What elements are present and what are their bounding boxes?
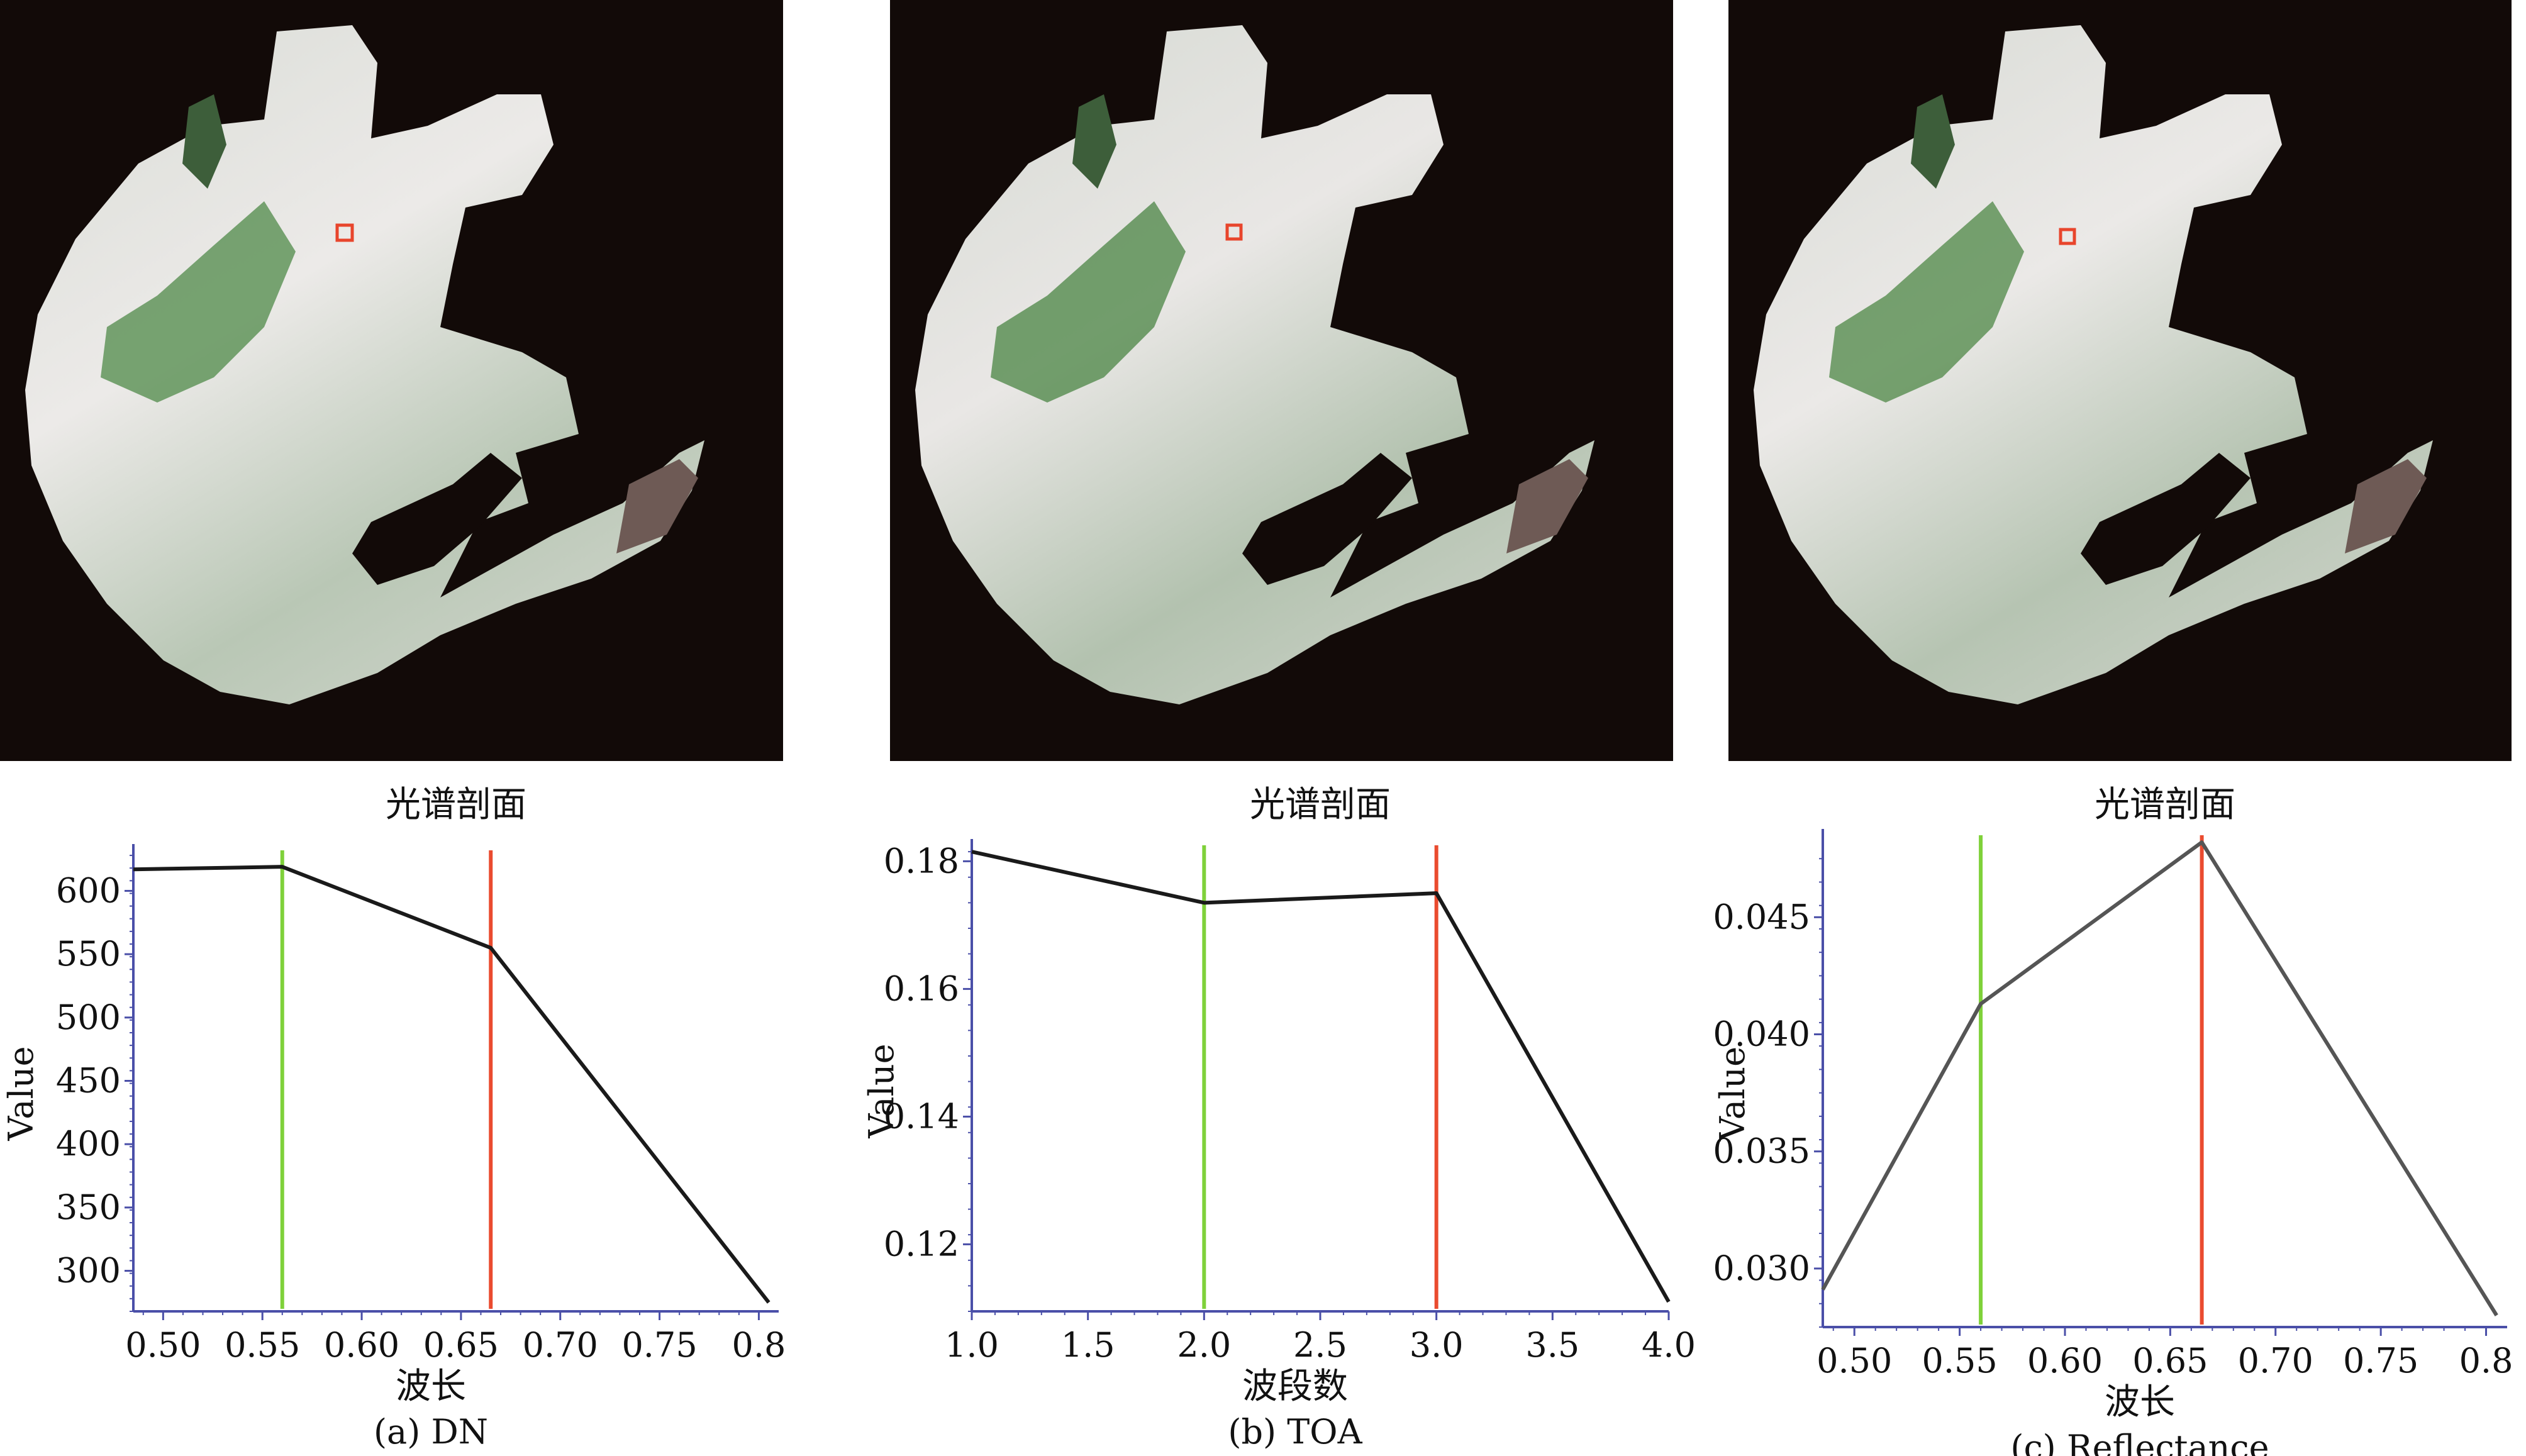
y-tick-label: 300	[56, 1251, 121, 1291]
chart-title: 光谱剖面	[1250, 784, 1391, 825]
x-tick-label: 0.75	[621, 1325, 697, 1365]
x-tick-label: 0.8	[732, 1325, 786, 1365]
x-tick-label: 2.0	[1177, 1325, 1231, 1365]
y-tick-label: 0.040	[1713, 1014, 1810, 1054]
x-tick-label: 0.55	[225, 1325, 300, 1365]
x-tick-label: 0.65	[2132, 1341, 2208, 1381]
x-tick-label: 0.60	[2027, 1341, 2103, 1381]
x-tick-label: 0.50	[1817, 1341, 1892, 1381]
x-tick-label: 0.65	[423, 1325, 499, 1365]
y-tick-label: 450	[56, 1061, 121, 1101]
x-tick-label: 0.75	[2343, 1341, 2418, 1381]
x-axis-label: 波段数	[1242, 1366, 1348, 1407]
chart-title: 光谱剖面	[2095, 784, 2235, 825]
x-tick-label: 0.70	[523, 1325, 598, 1365]
panel-reflectance: 光谱剖面 0.030 0.035 0.040 0.045 0.50 0.55 0.60 0.65…	[1713, 0, 2513, 1456]
chart-dn: 光谱剖面 300 350 400 450 500 550 600 0.50 0.55 0.60 0.6…	[0, 780, 786, 1456]
y-tick-label: 0.16	[884, 969, 959, 1008]
y-tick-label: 0.045	[1713, 897, 1810, 936]
sample-marker	[2059, 228, 2076, 245]
panel-caption: (a) DN	[374, 1412, 488, 1452]
x-axis-label: 波长	[396, 1366, 466, 1407]
x-tick-label: 3.5	[1525, 1325, 1579, 1365]
x-tick-label: 4.0	[1642, 1325, 1696, 1365]
x-tick-label: 0.70	[2238, 1341, 2313, 1381]
panel-caption: (c) Reflectance	[2010, 1428, 2269, 1456]
y-tick-label: 500	[56, 998, 121, 1037]
x-tick-label: 2.5	[1293, 1325, 1347, 1365]
sample-marker	[1225, 223, 1243, 241]
chart-title: 光谱剖面	[386, 784, 526, 825]
lake-shape	[1754, 25, 2433, 704]
y-tick-label: 550	[56, 934, 121, 974]
panel-dn: 光谱剖面 300 350 400 450 500 550 600 0.50 0.55 0.60 0.6…	[0, 0, 786, 1456]
x-tick-label: 0.55	[1922, 1341, 1997, 1381]
satellite-image-dn	[0, 0, 783, 761]
spectral-line	[971, 850, 1671, 1303]
x-tick-label: 0.50	[125, 1325, 201, 1365]
panel-toa: 光谱剖面 0.12 0.14 0.16 0.18 1.0 1.5 2.0 2.5 3.0 3.5 4.…	[862, 0, 1696, 1456]
spectral-line	[133, 865, 771, 1304]
y-tick-label: 0.18	[884, 841, 959, 881]
y-tick-label: 350	[56, 1187, 121, 1227]
satellite-image-toa	[890, 0, 1673, 761]
lake-shape	[915, 25, 1594, 704]
x-tick-label: 1.0	[945, 1325, 999, 1365]
y-tick-label: 0.035	[1713, 1131, 1810, 1171]
x-tick-label: 0.8	[2459, 1341, 2513, 1381]
chart-toa: 光谱剖面 0.12 0.14 0.16 0.18 1.0 1.5 2.0 2.5 3.0 3.5 4.…	[862, 780, 1696, 1456]
x-tick-label: 3.0	[1410, 1325, 1464, 1365]
x-axis-label: 波长	[2105, 1382, 2175, 1423]
y-tick-label: 0.14	[884, 1096, 959, 1136]
spectral-line	[1821, 840, 2498, 1316]
y-axis-label: Value	[1, 1046, 41, 1141]
panel-caption: (b) TOA	[1228, 1412, 1362, 1452]
sample-marker	[335, 223, 354, 242]
lake-shape	[25, 25, 704, 704]
y-axis-label: Value	[862, 1043, 901, 1138]
y-axis-label: Value	[1713, 1047, 1752, 1142]
y-tick-label: 0.030	[1713, 1248, 1810, 1288]
x-tick-label: 1.5	[1061, 1325, 1115, 1365]
y-tick-label: 400	[56, 1124, 121, 1164]
chart-reflectance: 光谱剖面 0.030 0.035 0.040 0.045 0.50 0.55 0.60 0.65…	[1713, 780, 2513, 1456]
y-tick-label: 600	[56, 870, 121, 910]
y-tick-label: 0.12	[884, 1224, 959, 1264]
x-tick-label: 0.60	[324, 1325, 399, 1365]
satellite-image-reflectance	[1728, 0, 2512, 761]
